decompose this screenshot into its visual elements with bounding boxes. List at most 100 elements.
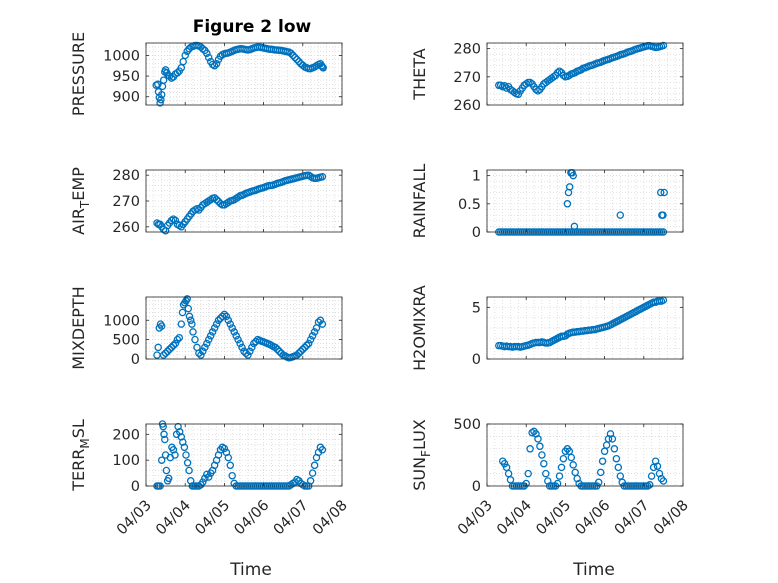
h2omixra-markers [495,296,668,351]
mixdepth-data-point [210,324,219,332]
sun-flux-data-point [559,454,568,463]
sun-flux-data-point [614,463,623,472]
sun-flux-data-point [500,459,509,468]
terr-msl-data-point [224,453,233,462]
air-temp-data-point [318,172,327,181]
mixdepth-data-point [154,343,162,352]
mixdepth-data-point [214,316,223,325]
y-axis-label-part: SUN [410,457,429,491]
terr-msl-data-point [162,466,171,475]
sun-flux-y-axis-label: SUNFLUX [410,419,433,491]
theta-data-point [534,87,542,95]
x-axis-label-left: Time [229,560,272,580]
mixdepth-data-point [230,328,238,336]
mixdepth-data-point [246,347,254,356]
sun-flux-data-point [608,435,617,443]
rainfall-y-axis-label: RAINFALL [410,164,429,239]
figure-title: Figure 2 low [193,17,312,37]
mixdepth-data-point [171,339,180,348]
air-temp-markers [153,171,327,235]
mixdepth-data-point [177,320,186,328]
mixdepth-data-point [161,349,170,357]
sun-flux-data-point [553,479,562,488]
y-axis-label-part: AIR [69,208,88,235]
mixdepth-markers [153,295,327,362]
rainfall-data-point [570,222,579,231]
sun-flux-data-point [567,453,576,462]
sun-flux-data-point [610,445,619,453]
sun-flux-y-tick-label: 0 [472,479,481,495]
terr-msl-data-point [220,444,229,453]
pressure-data-point [212,59,221,68]
pressure-data-point [293,55,301,64]
terr-msl-data-point [160,430,168,439]
sun-flux-data-point [542,469,550,478]
rainfall-y-tick-label: 1 [472,169,481,185]
mixdepth-data-point [224,316,233,325]
pressure-data-point [173,69,182,77]
theta-data-point [577,66,585,74]
y-axis-label-part: EMP [69,167,88,201]
mixdepth-data-point [306,335,315,344]
terr-msl-data-point [177,433,186,441]
y-axis-label-subscript: M [78,438,92,448]
terr-msl-data-point [308,469,317,477]
theta-y-tick-label: 260 [453,98,481,114]
mixdepth-data-point [178,308,187,317]
pressure-data-point [289,51,297,60]
pressure-data-point [157,90,166,99]
mixdepth-y-tick-label: 500 [112,333,140,349]
pressure-data-point [199,45,207,53]
mixdepth-data-point [232,332,240,340]
rainfall-y-tick-label: 0 [472,225,481,241]
mixdepth-data-point [175,333,184,342]
mixdepth-data-point [188,320,196,328]
y-axis-label-subscript: F [419,450,433,457]
subplot-pressure: 900 950 1000 PRESSURE [69,32,343,116]
mixdepth-data-point [314,318,323,326]
pressure-data-point [318,63,327,71]
h2omixra-y-tick-label: 5 [472,300,481,316]
theta-markers [495,41,668,99]
sun-flux-data-point [555,472,564,480]
rainfall-data-point [659,211,667,219]
theta-y-axis-label: THETA [410,48,429,100]
mixdepth-data-point [204,335,213,344]
pressure-data-point [159,76,168,84]
terr-msl-data-point [157,456,166,464]
mixdepth-data-point [318,320,327,328]
mixdepth-data-point [308,332,317,340]
sun-flux-data-point [659,477,668,485]
theta-data-point [659,41,668,50]
h2omixra-y-axis-label: H2OMIXRA [410,285,429,371]
mixdepth-data-point [195,349,203,357]
terr-msl-data-point [180,443,189,452]
terr-msl-data-point [183,459,192,467]
terr-msl-y-tick-label: 200 [112,427,140,443]
theta-y-tick-label: 280 [453,42,481,58]
h2omixra-axes-box [486,296,684,360]
mixdepth-data-point [222,312,231,321]
rainfall-data-point [660,188,668,197]
terr-msl-data-point [228,471,236,480]
subplot-h2omixra: 0 5 H2OMIXRA [410,285,684,371]
mixdepth-data-point [297,347,305,356]
terr-msl-data-point [201,474,209,483]
terr-msl-data-point [161,435,169,444]
pressure-data-point [204,53,213,62]
air-temp-data-point [171,216,180,225]
sun-flux-data-point [647,472,656,480]
terr-msl-data-point [171,451,179,459]
mixdepth-data-point [310,328,319,336]
y-axis-label-part: SL [69,419,88,438]
mixdepth-data-point [228,324,236,332]
mixdepth-data-point [167,343,176,352]
mixdepth-data-point [226,320,235,328]
mixdepth-data-point [201,343,209,352]
mixdepth-data-point [316,316,325,325]
mixdepth-data-point [248,343,256,352]
mixdepth-y-tick-label: 1000 [103,313,140,329]
mixdepth-data-point [189,328,197,336]
sun-flux-data-point [618,478,626,487]
